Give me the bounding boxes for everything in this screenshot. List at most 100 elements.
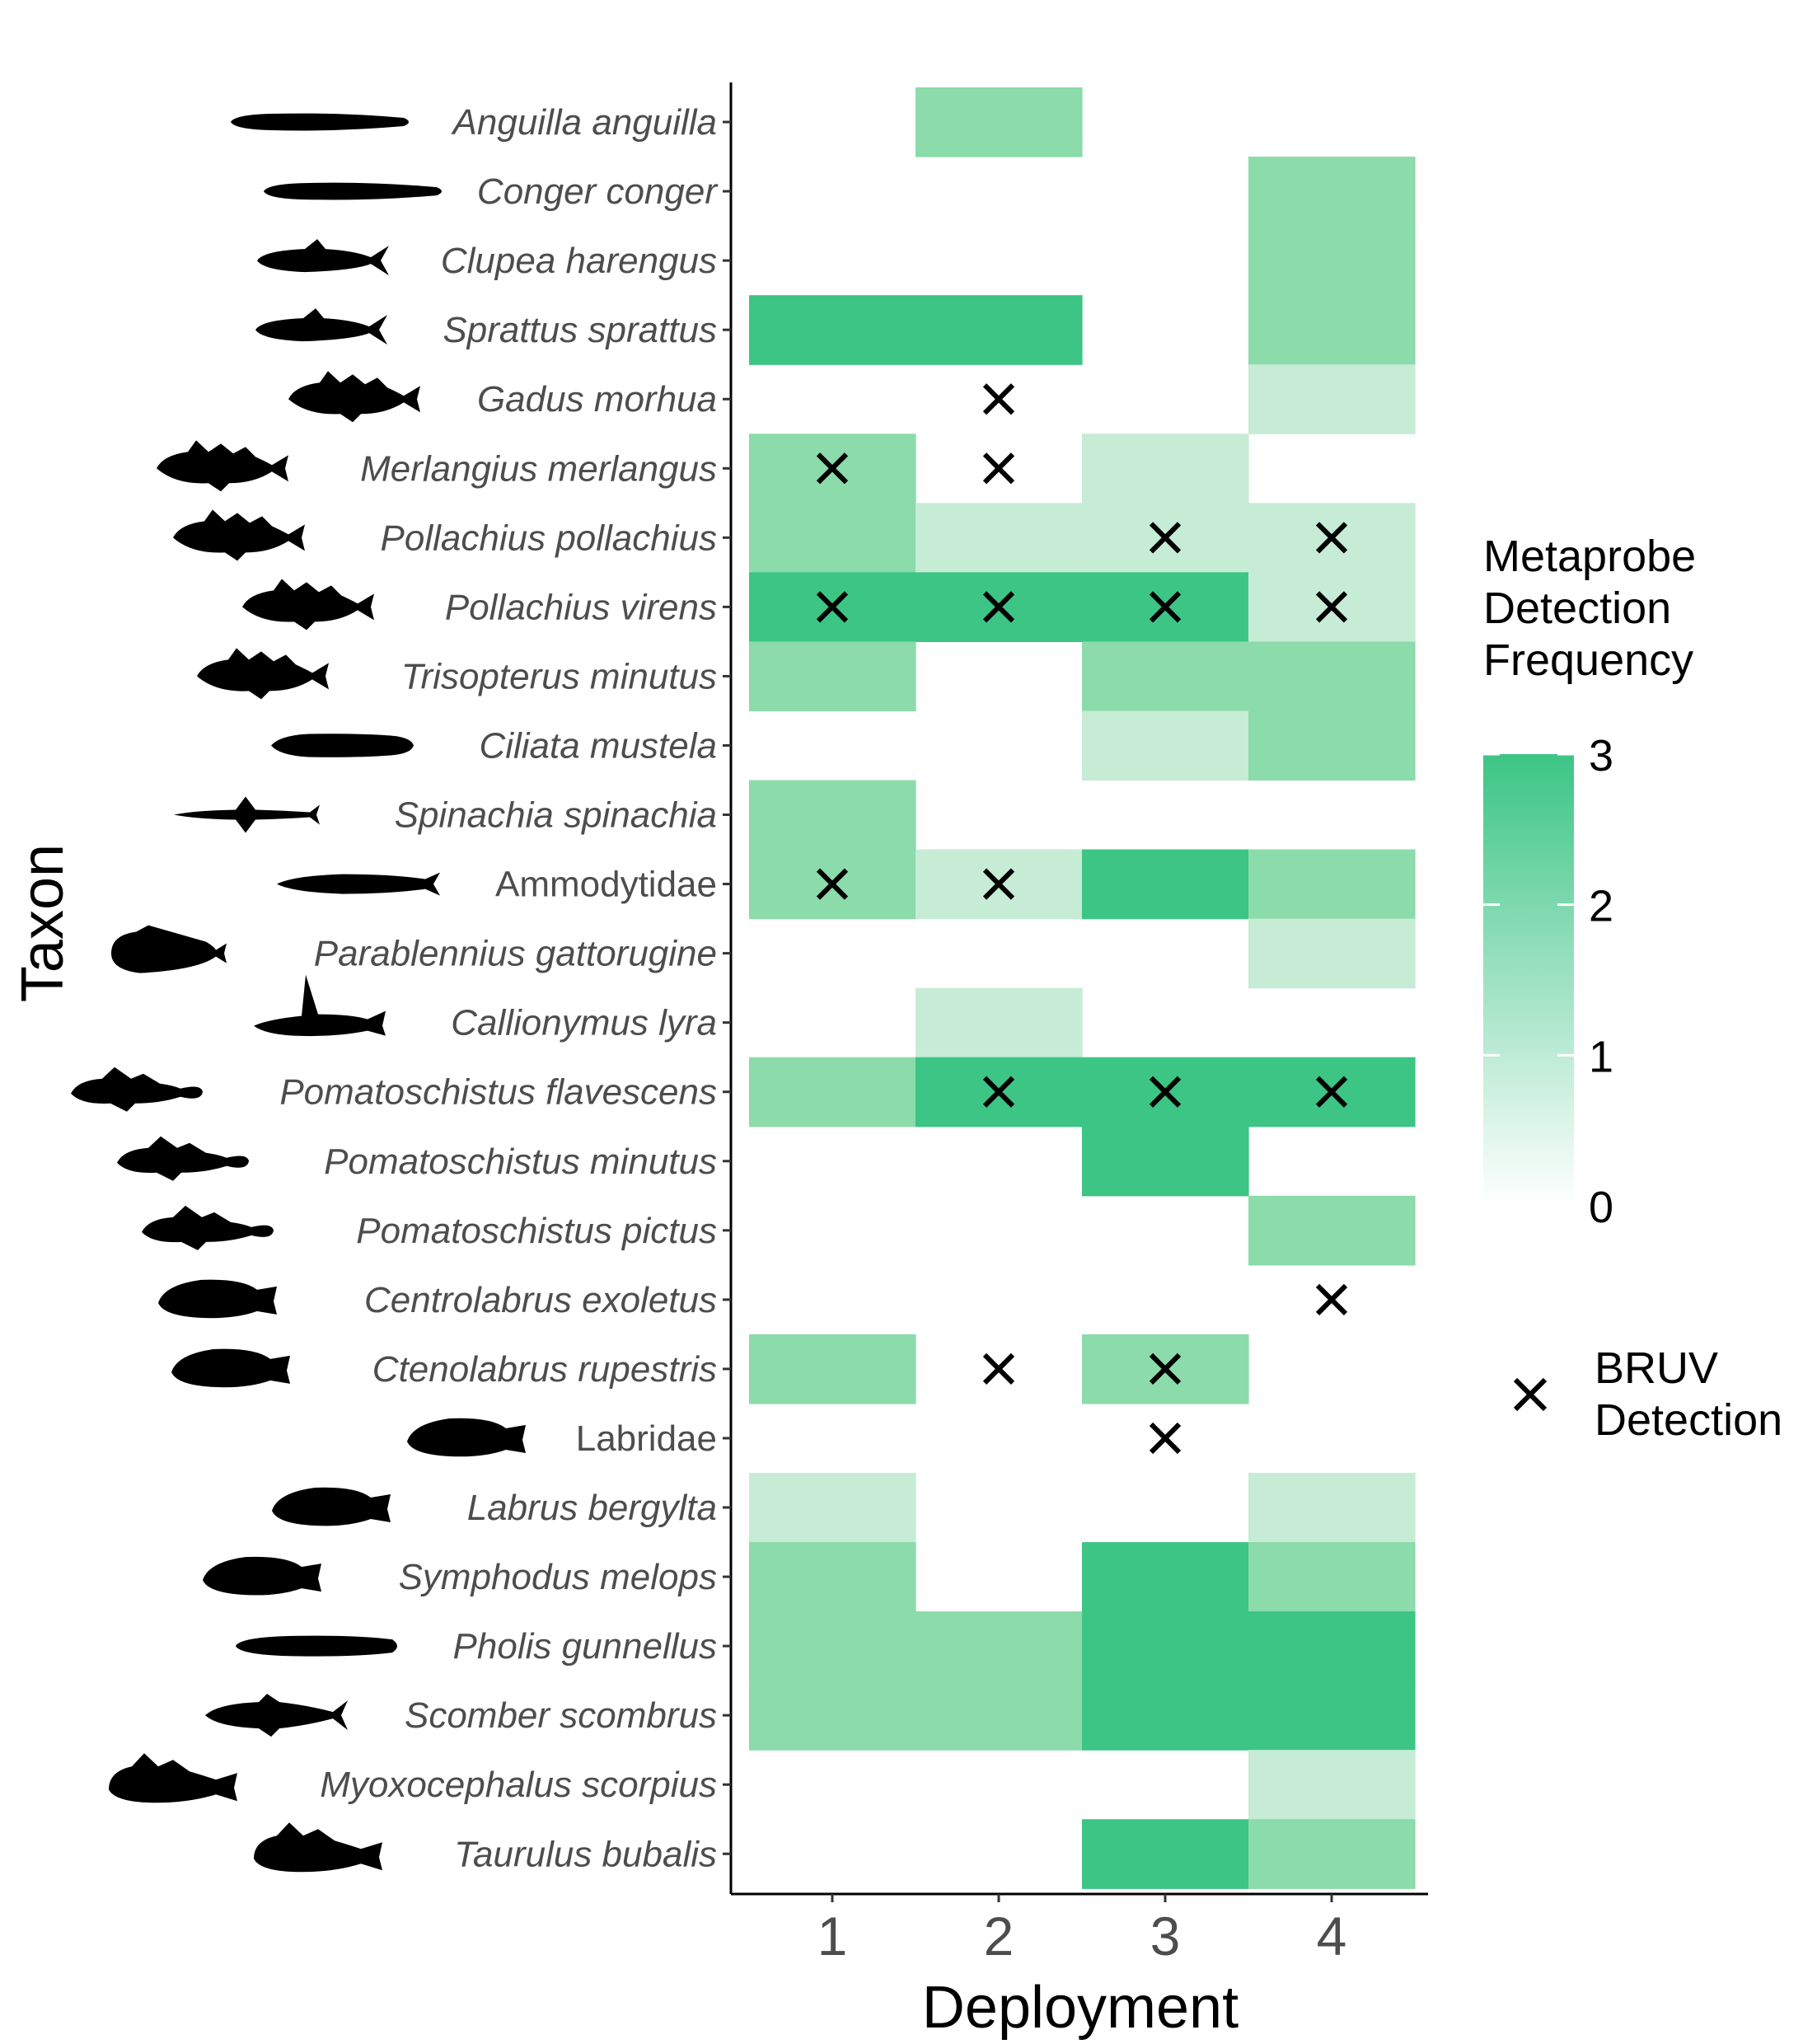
y-tick-label: Trisopterus minutus — [401, 656, 717, 696]
heatmap-cell — [1248, 364, 1416, 434]
goby-icon — [117, 1136, 249, 1181]
sculpin-icon — [254, 1822, 382, 1873]
heatmap-cell — [1248, 1195, 1416, 1266]
y-tick-label: Centrolabrus exoletus — [364, 1280, 717, 1320]
heatmap-cell — [749, 641, 916, 712]
heatmap-cell — [749, 1057, 916, 1127]
colorbar-title-line: Metaprobe — [1483, 532, 1696, 581]
colorbar-title-line: Frequency — [1483, 635, 1693, 685]
heatmap-cell — [749, 1334, 916, 1404]
y-tick-label: Callionymus lyra — [451, 1003, 717, 1043]
y-tick-labels: Anguilla anguilla Conger conger Clupea har… — [71, 102, 731, 1874]
bruv-detection-marker — [1149, 522, 1182, 554]
bruv-detection-marker — [816, 452, 849, 485]
y-tick-label: Anguilla anguilla — [451, 102, 717, 143]
stickleback-icon — [174, 796, 320, 833]
bruv-detection-marker — [1149, 591, 1182, 623]
heatmap-cell — [1248, 918, 1416, 989]
bruv-detection-marker — [982, 1076, 1015, 1108]
bruv-detection-marker — [1315, 1076, 1348, 1108]
heatmap-cell — [1248, 641, 1416, 712]
herring-icon — [255, 308, 387, 345]
bruv-detection-marker — [982, 452, 1015, 485]
y-tick-label: Labridae — [576, 1418, 717, 1459]
heatmap-cell — [1082, 641, 1249, 712]
y-tick-label: Pomatoschistus minutus — [324, 1142, 717, 1182]
sculpin-icon — [109, 1753, 237, 1803]
bruv-detection-marker — [1149, 1076, 1182, 1108]
butterfish-icon — [236, 1635, 397, 1657]
bruv-detection-marker — [982, 868, 1015, 900]
y-tick-label: Ciliata mustela — [479, 725, 717, 766]
heatmap-cell — [916, 87, 1083, 157]
y-tick-label: Pholis gunnellus — [453, 1626, 717, 1667]
heatmap-cell — [1082, 710, 1249, 781]
x-axis-title: Deployment — [922, 1975, 1239, 2040]
heatmap-cells — [749, 87, 1416, 1889]
goby-icon — [142, 1205, 274, 1250]
heatmap-cell — [1248, 1542, 1416, 1612]
bruv-detection-marker — [1315, 591, 1348, 623]
y-tick-label: Merlangius merlangus — [360, 448, 717, 489]
heatmap-cell — [749, 295, 916, 365]
y-tick-label: Conger conger — [477, 171, 719, 212]
heatmap-cell — [1248, 1819, 1416, 1889]
bruv-detection-marker — [1149, 1353, 1182, 1385]
heatmap-cell — [749, 1611, 916, 1681]
eel-icon — [231, 113, 409, 131]
cod-icon — [242, 579, 374, 631]
y-tick-label: Myoxocephalus scorpius — [320, 1765, 717, 1805]
colorbar-title-line: Detection — [1483, 584, 1671, 633]
sandeel-icon — [277, 872, 440, 896]
dragonet-icon — [254, 974, 386, 1037]
y-tick-label: Clupea harengus — [441, 241, 717, 281]
cod-icon — [157, 440, 288, 492]
heatmap-cell — [749, 1542, 916, 1612]
y-tick-label: Pollachius pollachius — [381, 518, 717, 558]
bruv-detection-marker — [1149, 1422, 1182, 1455]
bruv-detection-marker — [982, 383, 1015, 415]
rockling-icon — [271, 734, 414, 757]
heatmap-cell — [916, 503, 1083, 573]
x-tick-labels: 1 2 3 4 — [817, 1894, 1347, 1967]
heatmap-cell — [1082, 1611, 1249, 1681]
y-tick-label: Gadus morhua — [477, 379, 717, 420]
herring-icon — [257, 239, 389, 276]
colorbar-tick-label: 1 — [1589, 1032, 1613, 1081]
x-tick-label: 3 — [1150, 1906, 1181, 1967]
heatmap-cell — [1082, 434, 1249, 504]
bruv-detection-marker — [1315, 522, 1348, 554]
heatmap-cell — [916, 987, 1083, 1058]
colorbar-tick-label: 2 — [1589, 882, 1613, 931]
cod-icon — [288, 371, 420, 423]
eel-icon — [264, 182, 442, 200]
y-tick-label: Pomatoschistus flavescens — [279, 1072, 717, 1113]
wrasse-icon — [272, 1487, 391, 1526]
heatmap-cell — [916, 1611, 1083, 1681]
heatmap-cell — [1248, 1681, 1416, 1751]
wrasse-icon — [407, 1418, 526, 1457]
y-tick-label: Ammodytidae — [495, 865, 717, 905]
wrasse-icon — [158, 1279, 277, 1319]
x-tick-label: 2 — [984, 1906, 1014, 1967]
y-tick-label: Ctenolabrus rupestris — [372, 1349, 717, 1390]
bruv-legend-label: Detection — [1595, 1395, 1782, 1445]
blenny-icon — [111, 925, 227, 973]
y-tick-label: Pollachius virens — [445, 587, 717, 627]
cod-icon — [197, 648, 329, 700]
x-tick-label: 1 — [817, 1906, 848, 1967]
y-tick-label: Symphodus melops — [399, 1557, 717, 1597]
heatmap-cell — [1082, 1542, 1249, 1612]
mackerel-icon — [205, 1694, 348, 1737]
bruv-detection-marker — [816, 868, 849, 900]
y-tick-label: Parablennius gattorugine — [314, 934, 717, 974]
wrasse-icon — [171, 1348, 290, 1388]
colorbar-gradient — [1483, 754, 1574, 1206]
bruv-detection-marker — [982, 591, 1015, 623]
x-tick-label: 4 — [1317, 1906, 1347, 1967]
heatmap-cell — [1248, 226, 1416, 296]
